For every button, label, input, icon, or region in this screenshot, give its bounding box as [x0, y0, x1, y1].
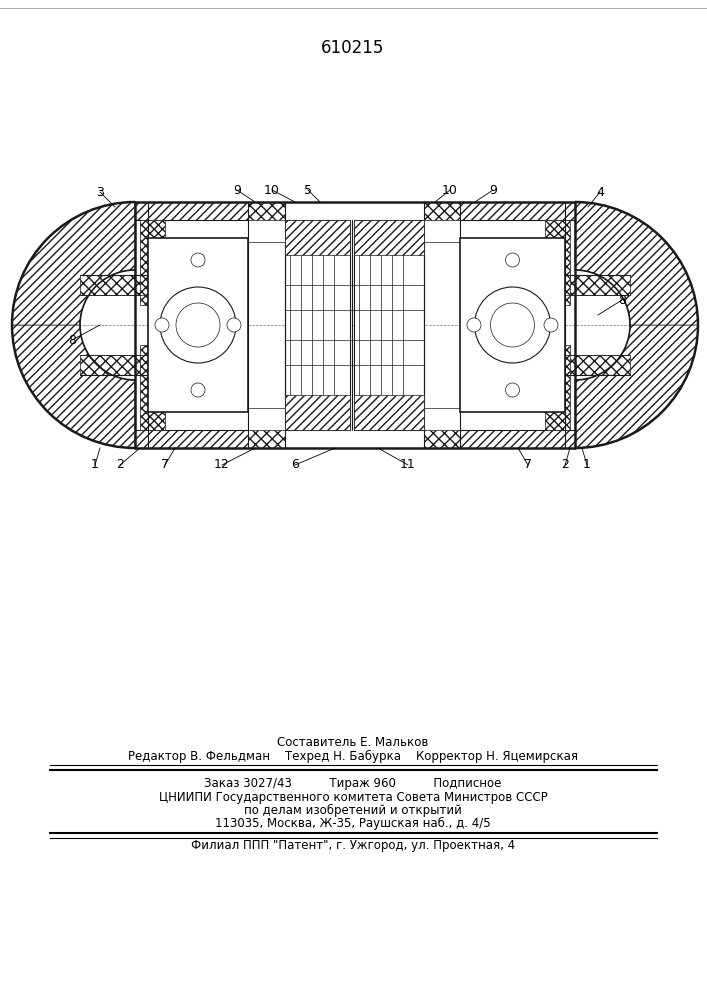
Bar: [285, 395, 350, 430]
Circle shape: [176, 303, 220, 347]
Text: ЦНИИПИ Государственного комитета Совета Министров СССР: ЦНИИПИ Государственного комитета Совета …: [158, 790, 547, 804]
Circle shape: [506, 383, 520, 397]
Bar: [135, 202, 285, 220]
Text: 5: 5: [304, 184, 312, 196]
Polygon shape: [12, 325, 135, 448]
Text: 10: 10: [442, 184, 458, 196]
Bar: [560, 275, 630, 295]
Text: 1: 1: [91, 458, 99, 472]
Circle shape: [155, 318, 169, 332]
Text: Составитель Е. Мальков: Составитель Е. Мальков: [277, 736, 428, 748]
Bar: [248, 413, 285, 448]
Circle shape: [227, 318, 241, 332]
Text: 11: 11: [400, 458, 416, 472]
Bar: [424, 202, 460, 237]
Bar: [148, 238, 248, 412]
Bar: [248, 220, 285, 242]
Text: 8: 8: [68, 334, 76, 347]
Text: 7: 7: [524, 458, 532, 472]
Text: Филиал ППП "Патент", г. Ужгород, ул. Проектная, 4: Филиал ППП "Патент", г. Ужгород, ул. Про…: [191, 838, 515, 852]
Bar: [545, 345, 570, 430]
Bar: [545, 220, 570, 305]
Bar: [285, 220, 350, 430]
Bar: [80, 275, 150, 295]
Circle shape: [506, 253, 520, 267]
Polygon shape: [12, 202, 135, 325]
Text: 1: 1: [583, 458, 591, 472]
Text: 2: 2: [561, 458, 569, 472]
Text: 7: 7: [161, 458, 169, 472]
Circle shape: [191, 253, 205, 267]
Circle shape: [160, 287, 236, 363]
Text: по делам изобретений и открытий: по делам изобретений и открытий: [244, 803, 462, 817]
Bar: [460, 238, 565, 412]
Bar: [140, 345, 165, 430]
Bar: [285, 220, 350, 255]
Bar: [424, 202, 575, 220]
Text: 10: 10: [264, 184, 280, 196]
Text: 3: 3: [96, 186, 104, 198]
Circle shape: [491, 303, 534, 347]
Circle shape: [467, 318, 481, 332]
Circle shape: [474, 287, 551, 363]
Text: 2: 2: [116, 458, 124, 472]
Bar: [248, 202, 285, 237]
Polygon shape: [575, 202, 698, 325]
Bar: [354, 395, 424, 430]
Text: 8: 8: [618, 294, 626, 306]
Bar: [424, 220, 460, 242]
Bar: [248, 408, 285, 430]
Circle shape: [191, 383, 205, 397]
Text: 610215: 610215: [321, 39, 385, 57]
Bar: [354, 220, 424, 255]
Text: Редактор В. Фельдман    Техред Н. Бабурка    Корректор Н. Яцемирская: Редактор В. Фельдман Техред Н. Бабурка К…: [128, 749, 578, 763]
Bar: [140, 220, 165, 305]
Bar: [424, 430, 575, 448]
Bar: [560, 355, 630, 375]
Text: 6: 6: [291, 458, 299, 472]
Bar: [80, 355, 150, 375]
Text: 12: 12: [214, 458, 230, 472]
Bar: [354, 220, 424, 430]
Circle shape: [544, 318, 558, 332]
Bar: [135, 430, 285, 448]
Polygon shape: [575, 325, 698, 448]
Bar: [424, 408, 460, 430]
Text: 9: 9: [489, 184, 497, 196]
Text: 113035, Москва, Ж-35, Раушская наб., д. 4/5: 113035, Москва, Ж-35, Раушская наб., д. …: [215, 816, 491, 830]
Text: 9: 9: [233, 184, 241, 196]
Bar: [424, 413, 460, 448]
Text: 4: 4: [596, 186, 604, 198]
Text: Заказ 3027/43          Тираж 960          Подписное: Заказ 3027/43 Тираж 960 Подписное: [204, 778, 502, 790]
